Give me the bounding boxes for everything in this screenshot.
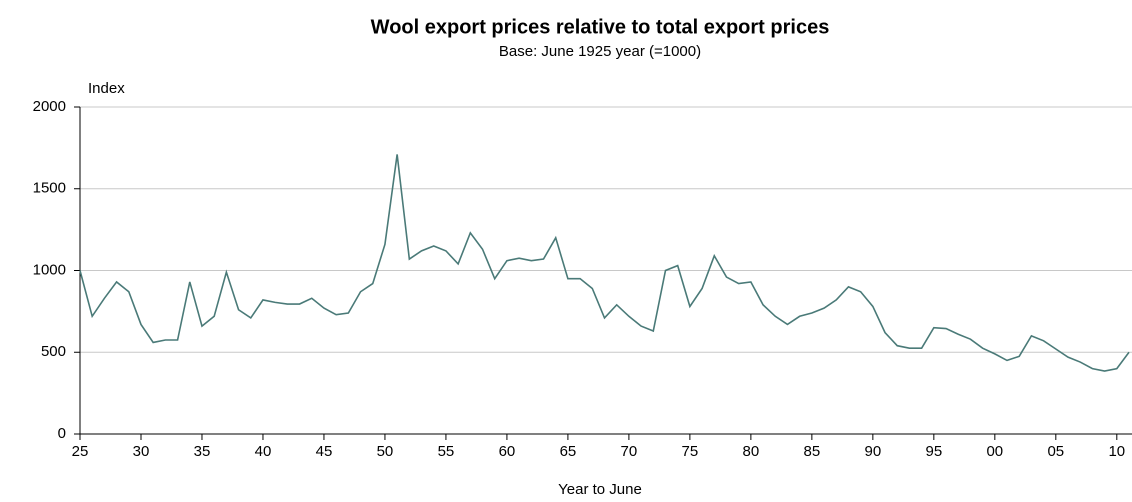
x-tick-label: 75 xyxy=(682,443,699,460)
x-tick-label: 05 xyxy=(1047,443,1064,460)
x-tick-label: 40 xyxy=(255,443,272,460)
y-tick-label: 500 xyxy=(41,343,66,360)
x-axis-label: Year to June xyxy=(558,481,642,498)
x-tick-label: 95 xyxy=(925,443,942,460)
chart-subtitle: Base: June 1925 year (=1000) xyxy=(499,43,701,60)
y-tick-label: 0 xyxy=(58,425,66,442)
x-tick-label: 80 xyxy=(743,443,760,460)
chart-title: Wool export prices relative to total exp… xyxy=(371,16,830,38)
y-tick-label: 1500 xyxy=(33,180,66,197)
x-tick-label: 85 xyxy=(804,443,821,460)
x-tick-label: 45 xyxy=(316,443,333,460)
x-tick-label: 60 xyxy=(499,443,516,460)
y-tick-label: 2000 xyxy=(33,98,66,115)
x-tick-label: 70 xyxy=(621,443,638,460)
y-axis-label: Index xyxy=(88,80,125,97)
x-tick-label: 35 xyxy=(194,443,211,460)
x-tick-label: 55 xyxy=(438,443,455,460)
x-tick-label: 25 xyxy=(72,443,89,460)
x-tick-label: 30 xyxy=(133,443,150,460)
data-line xyxy=(79,154,1130,372)
y-tick-label: 1000 xyxy=(33,261,66,278)
x-tick-label: 65 xyxy=(560,443,577,460)
x-tick-label: 50 xyxy=(377,443,394,460)
x-tick-label: 90 xyxy=(865,443,882,460)
x-tick-label: 10 xyxy=(1108,443,1125,460)
x-tick-label: 00 xyxy=(986,443,1003,460)
